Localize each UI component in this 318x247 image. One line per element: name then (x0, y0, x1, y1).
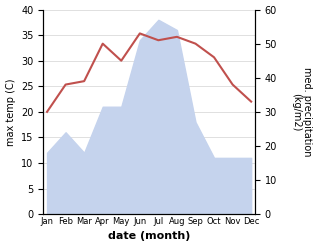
Y-axis label: med. precipitation
(kg/m2): med. precipitation (kg/m2) (291, 67, 313, 157)
Y-axis label: max temp (C): max temp (C) (5, 78, 16, 145)
X-axis label: date (month): date (month) (108, 231, 190, 242)
